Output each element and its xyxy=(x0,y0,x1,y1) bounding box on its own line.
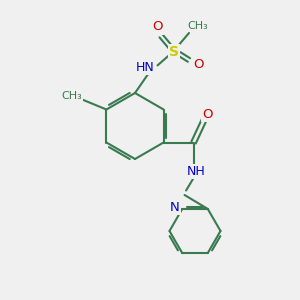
Text: CH₃: CH₃ xyxy=(188,21,208,31)
Text: HN: HN xyxy=(136,61,155,74)
Text: S: S xyxy=(169,46,179,59)
Text: N: N xyxy=(170,201,180,214)
Text: O: O xyxy=(202,107,212,121)
Text: CH₃: CH₃ xyxy=(61,91,82,101)
Text: O: O xyxy=(152,20,163,34)
Text: NH: NH xyxy=(187,165,206,178)
Text: O: O xyxy=(193,58,203,71)
